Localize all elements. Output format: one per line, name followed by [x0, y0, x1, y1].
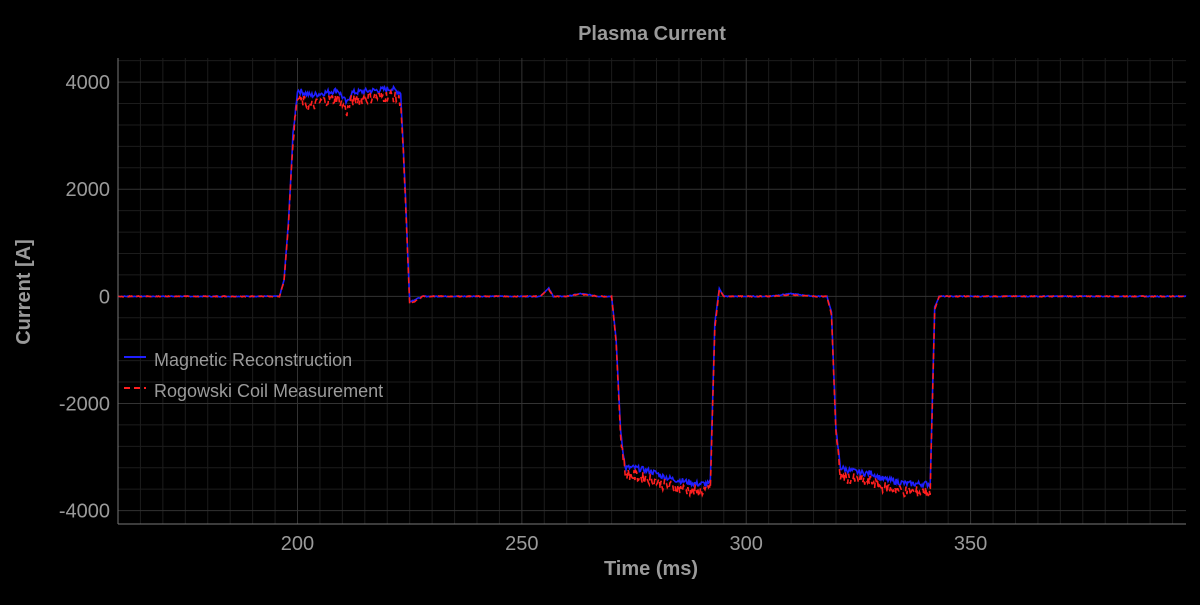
- legend-label-rogowski: Rogowski Coil Measurement: [154, 381, 383, 401]
- series-line-rogowski-coil: [117, 88, 1187, 500]
- y-tick-label: -4000: [59, 501, 110, 523]
- y-tick-label: 2000: [66, 179, 111, 201]
- y-axis-title: Current [A]: [13, 239, 35, 345]
- axis-layer: 200 250 300 350 4000 2000 0 -2000 -4000: [59, 58, 1186, 555]
- y-tick-label: 4000: [66, 72, 111, 94]
- x-tick-label: 300: [730, 533, 763, 555]
- grid-layer: [118, 58, 1186, 524]
- x-tick-label: 350: [954, 533, 987, 555]
- y-tick-label: 0: [99, 286, 110, 308]
- legend-label-magnetic: Magnetic Reconstruction: [154, 350, 352, 370]
- x-axis-title: Time (ms): [604, 558, 698, 580]
- x-tick-label: 200: [281, 533, 314, 555]
- x-tick-label: 250: [505, 533, 538, 555]
- y-tick-label: -2000: [59, 393, 110, 415]
- chart-title: Plasma Current: [578, 23, 726, 45]
- legend: Magnetic Reconstruction Rogowski Coil Me…: [124, 350, 383, 401]
- series-layer: [117, 84, 1187, 500]
